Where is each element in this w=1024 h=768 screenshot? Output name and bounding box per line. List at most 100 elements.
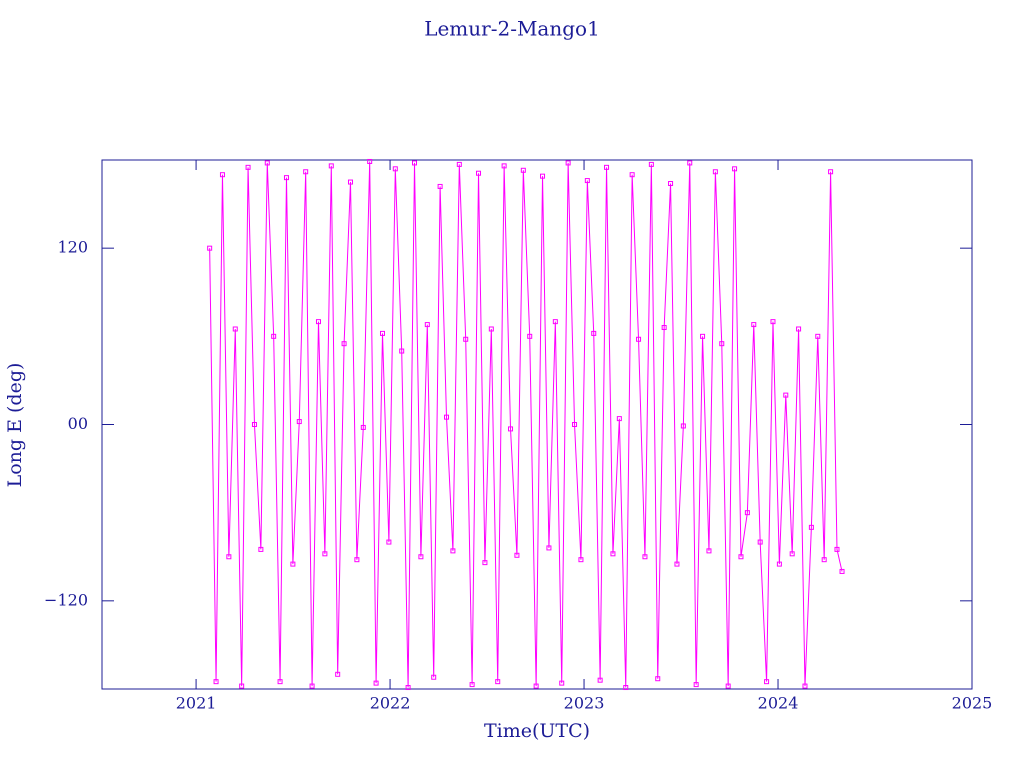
data-point — [604, 164, 610, 170]
data-point — [264, 160, 270, 166]
data-point — [399, 348, 405, 354]
data-point — [770, 319, 776, 325]
data-point — [424, 322, 430, 328]
data-point — [783, 392, 789, 398]
data-point — [495, 679, 501, 685]
data-point — [476, 170, 482, 176]
data-point — [239, 683, 245, 689]
data-point — [610, 551, 616, 557]
data-point — [616, 416, 622, 422]
data-point — [725, 683, 731, 689]
data-line — [209, 161, 843, 688]
data-point — [546, 545, 552, 551]
data-point — [744, 510, 750, 516]
data-point — [821, 557, 827, 563]
data-point — [655, 676, 661, 682]
chart-title: Lemur-2-Mango1 — [424, 17, 600, 41]
data-point — [226, 554, 232, 560]
data-point — [757, 539, 763, 545]
data-point — [469, 682, 475, 688]
data-point — [712, 169, 718, 175]
data-point — [251, 422, 257, 427]
data-point — [540, 173, 546, 179]
data-point — [482, 560, 488, 566]
data-point — [751, 322, 757, 328]
data-point — [648, 161, 654, 167]
data-point — [219, 172, 225, 178]
data-point — [354, 557, 360, 563]
data-point — [719, 341, 725, 347]
data-point — [706, 548, 712, 554]
data-point — [828, 169, 834, 175]
data-point — [335, 671, 341, 677]
data-point — [578, 557, 584, 563]
data-point — [207, 245, 213, 251]
data-point — [661, 325, 667, 331]
data-point — [450, 548, 456, 554]
y-tick-label: −120 — [44, 590, 88, 609]
x-tick-label: 2023 — [564, 694, 605, 713]
data-point — [373, 680, 379, 686]
data-point — [303, 169, 309, 175]
data-point — [508, 426, 514, 432]
data-point — [514, 552, 520, 558]
data-point — [520, 167, 526, 173]
y-axis-label: Long E (deg) — [4, 363, 26, 488]
data-point — [693, 682, 699, 688]
x-tick-label: 2025 — [952, 694, 993, 713]
data-point — [584, 178, 590, 184]
data-point — [700, 333, 706, 339]
data-point — [764, 679, 770, 685]
data-point — [668, 181, 674, 187]
data-point — [296, 419, 302, 425]
data-point — [642, 554, 648, 560]
data-point — [405, 685, 411, 691]
data-point — [386, 539, 392, 545]
data-point — [597, 677, 603, 683]
data-point — [776, 561, 782, 567]
data-point — [456, 161, 462, 167]
data-point — [290, 561, 296, 567]
data-point — [815, 333, 821, 339]
data-point — [839, 568, 845, 574]
data-point — [463, 336, 469, 342]
y-tick-label: 120 — [57, 238, 88, 257]
data-point — [687, 160, 693, 166]
x-tick-label: 2021 — [176, 694, 217, 713]
data-point — [488, 326, 494, 332]
data-point — [392, 166, 398, 172]
data-point — [680, 423, 686, 429]
data-point — [565, 160, 571, 166]
data-point — [412, 160, 418, 166]
data-point — [367, 158, 373, 164]
data-point — [559, 680, 565, 686]
data-point — [636, 336, 642, 342]
data-point — [213, 679, 219, 685]
data-point — [277, 679, 283, 685]
data-point — [437, 183, 443, 189]
data-point — [674, 561, 680, 567]
data-point — [796, 326, 802, 332]
data-point — [501, 163, 507, 169]
x-tick-label: 2022 — [370, 694, 411, 713]
data-point — [431, 674, 437, 680]
data-point — [360, 424, 366, 430]
data-point — [623, 685, 629, 691]
x-axis-label: Time(UTC) — [484, 720, 590, 742]
data-point — [258, 546, 264, 552]
y-tick-label: 00 — [68, 414, 88, 433]
data-point — [527, 333, 533, 339]
data-point — [808, 524, 814, 530]
data-point — [328, 163, 334, 169]
data-point — [591, 330, 597, 336]
data-point — [802, 683, 808, 689]
data-point — [315, 319, 321, 325]
data-point — [271, 333, 277, 339]
data-point — [572, 422, 578, 427]
data-point — [533, 683, 539, 689]
data-point — [552, 319, 558, 325]
data-point — [738, 554, 744, 560]
data-point — [245, 164, 251, 170]
data-point — [834, 546, 840, 552]
